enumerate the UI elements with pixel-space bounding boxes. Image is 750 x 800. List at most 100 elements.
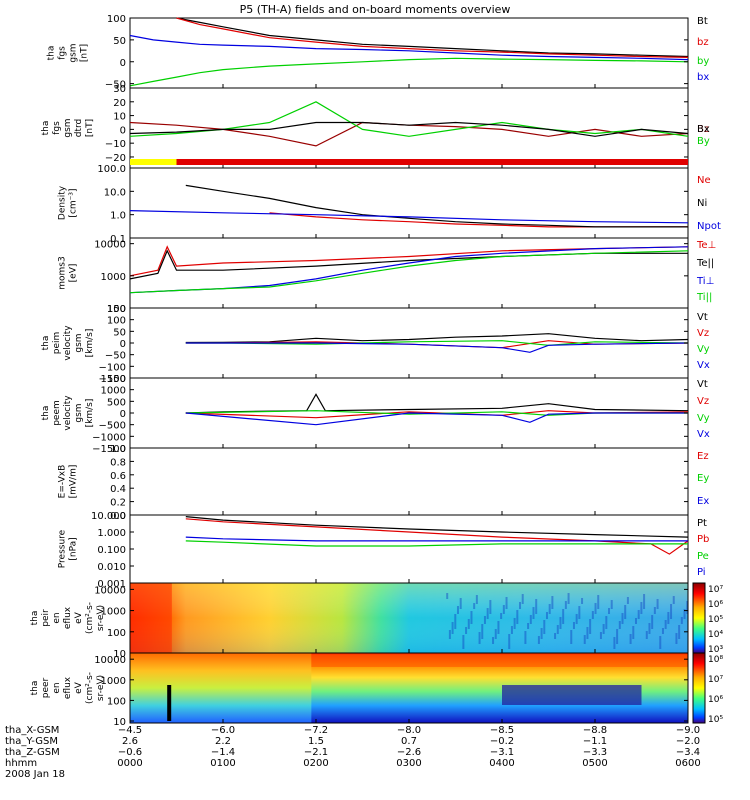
y-axis-label: [km/s] xyxy=(85,399,95,428)
x-axis-value: −0.6 xyxy=(118,747,142,758)
x-axis-value: 0000 xyxy=(117,758,142,769)
y-axis-label: tha xyxy=(41,336,51,351)
y-tick-label: 30 xyxy=(113,84,126,95)
ion-noise-streak xyxy=(578,606,581,619)
y-axis-label: en xyxy=(52,682,62,693)
colorbar-tick-label: 10⁸ xyxy=(708,655,723,665)
legend-te: Te|| xyxy=(696,258,714,269)
ion-noise-streak xyxy=(670,604,673,619)
legend-bz: Bz xyxy=(697,124,709,135)
y-axis-label: gsm xyxy=(74,403,84,422)
y-axis-label: [km/s] xyxy=(85,329,95,358)
x-axis-value: −2.6 xyxy=(397,747,421,758)
ion-noise-streak xyxy=(516,610,519,624)
ion-noise-streak xyxy=(543,620,546,634)
colorbar-tick-label: 10⁵ xyxy=(708,715,723,725)
colorbar-tick-label: 10⁴ xyxy=(708,630,723,640)
colorbar-tick-label: 10⁶ xyxy=(708,600,723,610)
y-tick-label: 1000 xyxy=(101,272,126,283)
ion-noise-streak xyxy=(591,611,594,619)
ion-noise-streak xyxy=(680,617,683,624)
y-tick-label: 100 xyxy=(107,696,126,707)
series-line-vt xyxy=(185,333,689,344)
ion-noise-streak xyxy=(540,628,543,639)
panel-frame xyxy=(129,17,689,89)
ion-noise-streak xyxy=(661,628,664,634)
ion-noise-streak xyxy=(532,607,535,619)
ion-spectrogram-shading xyxy=(130,583,688,653)
ion-noise-streak xyxy=(602,624,605,634)
ion-noise-streak xyxy=(470,611,473,624)
y-axis-label: tha xyxy=(47,46,57,61)
y-tick-label: 1500 xyxy=(101,374,126,385)
y-axis-label: gsm xyxy=(63,118,73,137)
ion-noise-streak xyxy=(556,625,559,634)
panel-3: Ne Ni Npot 100.0 10.0 1.0 0.1 Density [cm⁻³] xyxy=(58,164,721,245)
y-tick-label: 10.000 xyxy=(91,511,126,522)
y-axis-label: peim xyxy=(52,332,62,355)
panel-4: Te⊥ Te|| Ti⊥ Ti|| 10000 1000 100 moms3 [eV] xyxy=(58,237,716,315)
legend-ne: Ne xyxy=(697,175,711,186)
ion-noise-streak xyxy=(597,595,600,609)
series-line-te xyxy=(129,245,689,277)
ion-noise-streak xyxy=(564,601,567,609)
ion-noise-streak xyxy=(634,618,637,624)
y-tick-label: 0 xyxy=(120,409,126,420)
y-axis-label: (cm²-s- xyxy=(85,602,95,634)
y-tick-label: 0.1 xyxy=(110,234,126,245)
x-axis-value: −4.5 xyxy=(118,725,142,736)
ion-noise-streak xyxy=(583,635,586,644)
y-tick-label: 100 xyxy=(107,628,126,639)
series-line-pb xyxy=(185,518,689,555)
y-axis-label: eV xyxy=(74,611,84,624)
ion-noise-streak xyxy=(572,622,575,629)
legend-bz: bz xyxy=(697,37,709,48)
ion-noise-streak xyxy=(575,614,578,624)
ion-noise-streak xyxy=(618,621,621,629)
y-axis-label: dtrd xyxy=(74,119,84,138)
ion-noise-streak xyxy=(589,619,592,634)
x-axis-value: 0.7 xyxy=(401,736,417,747)
panel-frame xyxy=(129,514,689,584)
x-axis-value: −3.4 xyxy=(676,747,700,758)
y-tick-label: 1000 xyxy=(101,386,126,397)
y-tick-label: −1000 xyxy=(92,432,126,443)
panel-9: 10⁷ 10⁶ 10⁵ 10⁴ 10³ 10000 1000 100 10 tha peir en ef… xyxy=(30,582,723,660)
legend-vy: Vy xyxy=(697,413,710,424)
x-axis-value: 0200 xyxy=(303,758,328,769)
colorbar xyxy=(692,652,706,724)
panel-frame xyxy=(129,447,689,516)
colorbar-tick-label: 10³ xyxy=(708,645,723,655)
y-axis-label: (cm²-s- xyxy=(85,672,95,704)
y-axis-label: [mV/m] xyxy=(69,465,79,499)
ion-noise-streak xyxy=(621,613,624,624)
legend-vt: Vt xyxy=(697,379,708,390)
y-tick-label: 10 xyxy=(113,649,126,660)
y-tick-label: 0.100 xyxy=(97,545,126,556)
ion-noise-streak xyxy=(489,600,492,614)
ion-noise-streak xyxy=(481,624,484,639)
legend-bx: Bx xyxy=(697,124,710,135)
y-tick-label: 10000 xyxy=(94,240,126,251)
y-tick-label: 500 xyxy=(107,397,126,408)
y-tick-label: 100 xyxy=(107,304,126,315)
ion-noise-streak xyxy=(629,634,632,644)
y-tick-label: 0 xyxy=(120,339,126,350)
ion-noise-streak xyxy=(524,631,527,644)
x-axis-value: −1.1 xyxy=(583,736,607,747)
ion-noise-streak xyxy=(465,627,468,634)
y-tick-label: 100.0 xyxy=(97,164,126,175)
panel-frame xyxy=(129,87,689,169)
legend-pt: Pt xyxy=(697,518,707,529)
ion-noise-streak xyxy=(475,595,478,604)
y-tick-label: 0.0 xyxy=(110,511,126,522)
y-tick-label: 1.000 xyxy=(97,528,126,539)
ion-noise-streak xyxy=(456,606,459,614)
ion-noise-streak xyxy=(624,605,627,619)
series-line-bx xyxy=(129,34,689,61)
ion-noise-streak xyxy=(672,596,675,604)
x-axis-row-label: hhmm xyxy=(5,758,37,769)
colorbar-tick-label: 10⁷ xyxy=(708,675,723,685)
y-axis-label: en xyxy=(52,612,62,623)
